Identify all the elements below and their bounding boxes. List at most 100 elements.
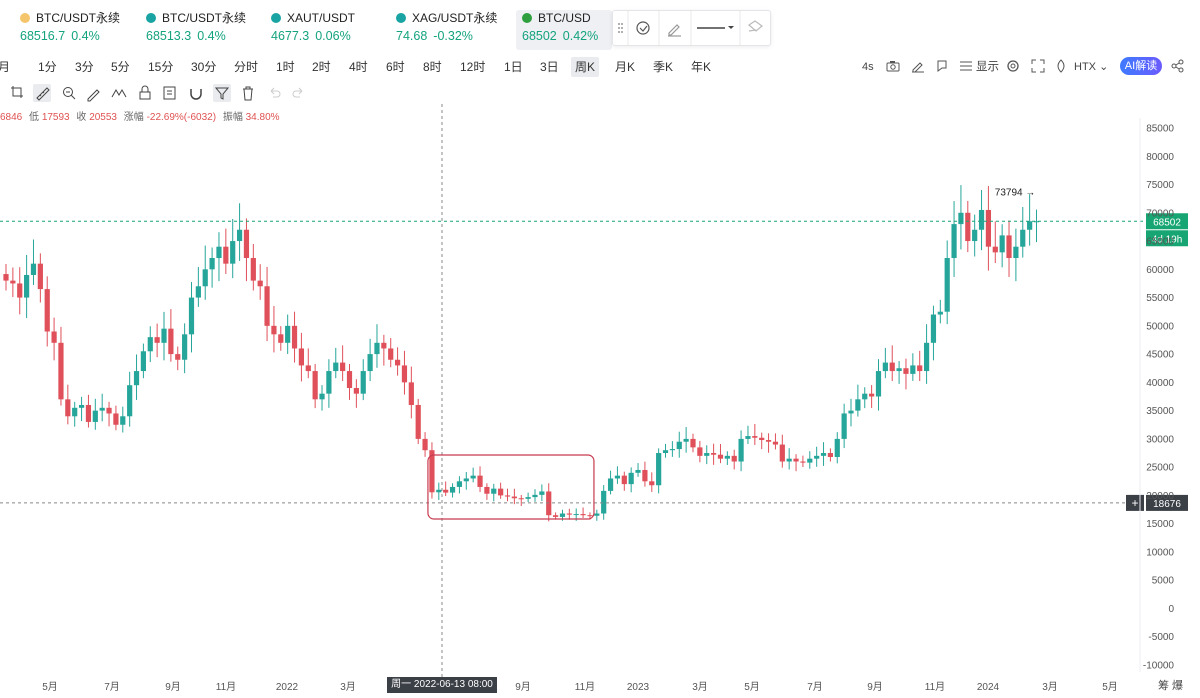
- interval-item[interactable]: 1日: [504, 60, 523, 74]
- candle-body: [106, 407, 112, 414]
- candle-body: [999, 235, 1005, 253]
- price-tick-label: 60000: [1146, 265, 1174, 276]
- ohlc-low-label: 低: [29, 112, 40, 123]
- time-tick-label: 3月: [340, 681, 356, 693]
- candle-body: [676, 441, 682, 450]
- candle-body: [429, 450, 435, 493]
- coin-icon: [396, 13, 406, 23]
- indicator-list-icon[interactable]: [959, 60, 973, 80]
- candle-body: [285, 325, 291, 343]
- candle-body: [587, 515, 593, 517]
- candle-body: [436, 489, 442, 493]
- candle-body: [779, 444, 785, 462]
- exchange-select[interactable]: HTX ⌄: [1074, 57, 1108, 77]
- camera-icon[interactable]: [886, 60, 900, 80]
- candle-body: [958, 212, 964, 225]
- crosshair-price-label: 18676: [1153, 499, 1181, 510]
- price-tick-label: 5000: [1152, 576, 1175, 587]
- draw-icon[interactable]: [911, 59, 925, 79]
- interval-item[interactable]: 15分: [148, 60, 174, 74]
- candle-body: [127, 385, 133, 417]
- fullscreen-icon[interactable]: [1031, 59, 1045, 79]
- interval-item[interactable]: 2时: [312, 60, 331, 74]
- candlesticks: [3, 185, 1040, 522]
- candle-body: [133, 371, 140, 386]
- candle-body: [491, 488, 497, 494]
- interval-item[interactable]: 月: [0, 60, 11, 74]
- delete-tool-icon[interactable]: [239, 84, 257, 102]
- lock-tool-icon[interactable]: [136, 84, 154, 102]
- interval-item[interactable]: 30分: [191, 60, 217, 74]
- redo-icon[interactable]: [290, 84, 308, 102]
- candle-body: [1006, 235, 1012, 259]
- time-tick-label: 5月: [42, 681, 58, 693]
- candle-body: [298, 348, 305, 366]
- visibility-icon[interactable]: [748, 20, 763, 32]
- time-tick-label: 2024: [977, 682, 1000, 693]
- drag-handle-icon[interactable]: [618, 23, 623, 33]
- interval-item[interactable]: 3分: [75, 60, 94, 74]
- candle-body: [51, 331, 57, 343]
- filter-tool-icon[interactable]: [213, 84, 231, 102]
- zoom-tool-icon[interactable]: [60, 84, 78, 102]
- interval-item[interactable]: 1时: [276, 60, 295, 74]
- candle-body: [869, 393, 875, 397]
- interval-item[interactable]: 1分: [38, 60, 57, 74]
- interval-item[interactable]: 6时: [386, 60, 405, 74]
- interval-item[interactable]: 月K: [615, 60, 636, 74]
- ticker-item[interactable]: BTC/USDT永续 68516.7 0.4%: [20, 10, 130, 50]
- interval-item[interactable]: 5分: [111, 60, 130, 74]
- interval-item-selected[interactable]: 周K: [571, 57, 600, 77]
- pen-tool-icon[interactable]: [85, 84, 103, 102]
- display-toggle[interactable]: 显示: [976, 61, 999, 73]
- ticker-item[interactable]: XAUT/USDT 4677.3 0.06%: [271, 10, 381, 50]
- price-tick-label: 75000: [1146, 180, 1174, 191]
- highlight-box: [427, 454, 595, 520]
- ticker-item[interactable]: BTC/USDT永续 68513.3 0.4%: [146, 10, 256, 50]
- ticker-bar: BTC/USDT永续 68516.7 0.4% BTC/USDT永续 68513.…: [0, 0, 1200, 50]
- drawing-tools-bar: [0, 82, 320, 104]
- pattern-tool-icon[interactable]: [110, 84, 128, 102]
- interval-item[interactable]: 年K: [691, 60, 712, 74]
- ticker-item[interactable]: XAG/USDT永续 74.68 -0.32%: [396, 10, 506, 50]
- candle-body: [422, 438, 428, 451]
- candle-body: [937, 311, 943, 315]
- line-style-select[interactable]: [697, 26, 734, 29]
- refresh-countdown[interactable]: 4s: [862, 61, 874, 73]
- candle-body: [607, 478, 614, 491]
- candle-body: [250, 258, 256, 281]
- candle-body: [30, 263, 37, 275]
- template-icon[interactable]: [636, 21, 650, 35]
- undo-icon[interactable]: [265, 84, 283, 102]
- interval-item[interactable]: 3日: [540, 60, 559, 74]
- bottom-right-tools[interactable]: 筹 爆: [1158, 680, 1184, 692]
- interval-item[interactable]: 季K: [653, 60, 674, 74]
- price-tick-label: 65000: [1146, 237, 1174, 248]
- interval-bar: 月 1分 3分 5分 15分 30分 分时 1时 2时 4时 6时 8时 12时…: [0, 54, 1200, 80]
- ohlc-low: 17593: [41, 112, 70, 123]
- settings-icon[interactable]: [1006, 59, 1020, 79]
- ai-analysis-button[interactable]: AI解读: [1120, 57, 1162, 75]
- interval-item[interactable]: 8时: [423, 60, 442, 74]
- pencil-color-icon[interactable]: [668, 24, 681, 37]
- interval-item[interactable]: 分时: [234, 60, 259, 74]
- candle-body: [120, 416, 126, 425]
- candle-body: [972, 229, 978, 242]
- crop-tool-icon[interactable]: [9, 84, 27, 102]
- ticker-price: 68513.3: [146, 29, 192, 43]
- candle-body: [1013, 246, 1019, 259]
- candle-body: [504, 495, 511, 497]
- annotation-icon[interactable]: [935, 59, 949, 79]
- candle-body: [745, 436, 751, 439]
- edit-note-tool-icon[interactable]: [161, 84, 179, 102]
- ruler-tool-icon[interactable]: [33, 84, 51, 102]
- share-icon[interactable]: [1171, 59, 1185, 79]
- candle-body: [401, 365, 408, 383]
- time-tick-label: 9月: [867, 681, 883, 693]
- interval-item[interactable]: 12时: [460, 60, 486, 74]
- magnet-tool-icon[interactable]: [187, 84, 205, 102]
- ticker-item-active[interactable]: BTC/USD 68502 0.42%: [516, 10, 612, 50]
- interval-item[interactable]: 4时: [349, 60, 368, 74]
- price-tick-label: 45000: [1146, 350, 1174, 361]
